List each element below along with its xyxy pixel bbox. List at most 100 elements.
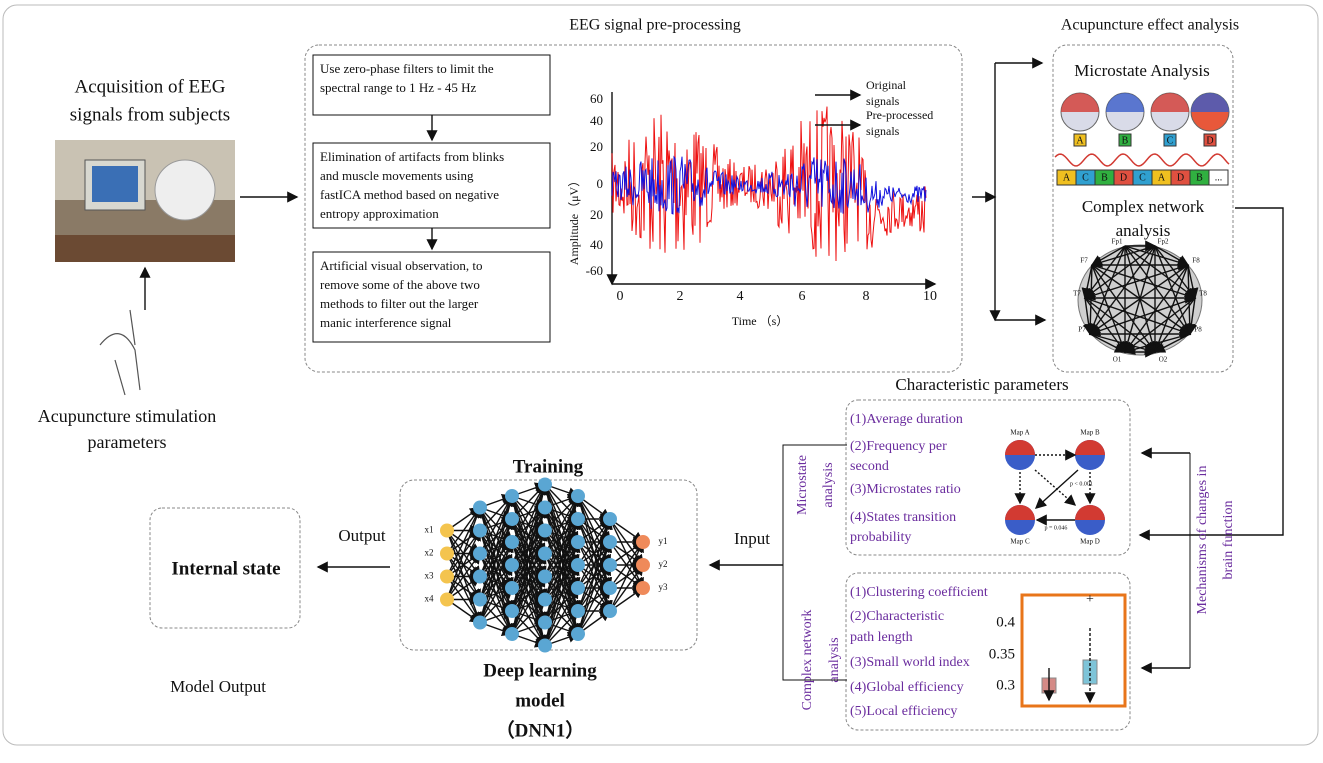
parameter-item: probability: [850, 530, 911, 545]
topomap-half: [1191, 93, 1229, 112]
step-text: remove some of the above two: [320, 277, 480, 292]
hand-sketch: [99, 309, 141, 396]
head: [154, 159, 216, 221]
model-title: （DNN1）: [496, 718, 585, 741]
output-label: y3: [659, 582, 669, 592]
neuron: [473, 615, 487, 630]
step-text: methods to filter out the larger: [320, 296, 479, 311]
nn-edge: [577, 540, 613, 635]
map-tag: [1203, 133, 1217, 147]
input-label: x1: [425, 525, 434, 535]
topomap-half: [1005, 505, 1035, 520]
stimulation-label: parameters: [88, 432, 167, 452]
x-tick-label: 4: [737, 289, 744, 304]
nn-edge: [577, 586, 611, 635]
map-letter: B: [1122, 135, 1129, 146]
neuron: [440, 523, 454, 538]
desk: [55, 235, 235, 262]
neuron: [603, 558, 617, 572]
input-label: x3: [425, 571, 435, 581]
p-value: p < 0.001: [1070, 481, 1093, 487]
microstate-box: [845, 399, 1131, 556]
neuron: [505, 489, 519, 503]
neuron: [473, 546, 487, 561]
axis-label: Time （s）: [732, 314, 789, 328]
output-label: y2: [659, 559, 668, 569]
network-edge: [1153, 333, 1191, 353]
neuron: [571, 558, 585, 572]
y-tick-label: -60: [586, 263, 603, 278]
network-edge: [1084, 297, 1157, 353]
parameter-item: (4)Global efficiency: [850, 680, 964, 695]
y-tick-label: 20: [590, 207, 603, 222]
y-tick-label: 0: [597, 176, 604, 191]
neuron: [538, 592, 552, 607]
side-label: Microstate: [795, 455, 810, 515]
side-label: Complex network: [800, 610, 815, 711]
subsection-title: Complex network: [1082, 197, 1205, 216]
y-tick-label: 60: [590, 91, 603, 106]
sequence-cell: [1208, 169, 1229, 186]
electrode-label: F8: [1192, 257, 1200, 265]
analysis-box: [1052, 44, 1234, 373]
map-label: Map B: [1080, 429, 1100, 437]
sequence-letter: D: [1120, 172, 1127, 183]
model-title: model: [515, 690, 565, 711]
neuron: [473, 523, 487, 538]
neuron: [538, 500, 552, 515]
neuron: [505, 512, 519, 526]
nn-edge: [609, 540, 644, 612]
nn-edge: [544, 540, 581, 646]
network-edge: [1091, 264, 1192, 335]
side-label: analysis: [827, 637, 842, 682]
network-edge: [1083, 245, 1156, 299]
axis-label: Amplitude（μV）: [567, 175, 581, 265]
map-letter: C: [1167, 135, 1174, 146]
nn-edge: [544, 494, 581, 600]
neuron: [571, 604, 585, 618]
y-tick-label: 0.35: [989, 646, 1015, 662]
section-title: Characteristic parameters: [895, 375, 1068, 394]
processed-signal: [611, 155, 927, 215]
parameter-item: (3)Small world index: [850, 655, 970, 670]
nn-edge: [479, 586, 513, 623]
network-box: [845, 572, 1131, 731]
topomap-half: [1151, 93, 1189, 112]
output-label: y1: [659, 536, 668, 546]
nn-edge: [544, 563, 580, 646]
preprocess-box: [304, 44, 963, 373]
map-tag: [1118, 133, 1132, 147]
neuron: [440, 546, 454, 561]
legend-text: signals: [866, 94, 900, 108]
original-signal: [611, 106, 927, 262]
nn-edge: [511, 552, 547, 635]
parameter-item: (3)Microstates ratio: [850, 482, 961, 497]
network-edge: [1185, 297, 1197, 336]
topomap-half: [1075, 505, 1105, 520]
output-box: [149, 507, 301, 629]
y-tick-label: 20: [590, 139, 603, 154]
x-tick-label: 2: [677, 289, 684, 304]
nn-edge: [609, 563, 644, 612]
nn-edge: [544, 586, 579, 646]
nn-edge: [511, 575, 546, 635]
sequence-letter: A: [1063, 172, 1071, 183]
network-model-box: [399, 479, 698, 651]
nn-edge: [511, 598, 546, 635]
input-label: x4: [425, 594, 435, 604]
map-letter: A: [1076, 135, 1084, 146]
section-title: signals from subjects: [70, 104, 230, 125]
network-edge: [1088, 297, 1196, 337]
gfp-wave: [1054, 153, 1230, 167]
p-value: p = 0.046: [1045, 525, 1068, 531]
neuron: [571, 535, 585, 549]
nn-edge: [577, 517, 613, 612]
legend-text: Pre-processed: [866, 108, 933, 122]
nn-edge: [511, 483, 548, 589]
electrode-label: Fp1: [1112, 238, 1123, 246]
network-edge: [1089, 333, 1127, 353]
neuron: [636, 535, 650, 549]
neuron: [538, 546, 552, 561]
step-text: spectral range to 1 Hz - 45 Hz: [320, 80, 477, 95]
